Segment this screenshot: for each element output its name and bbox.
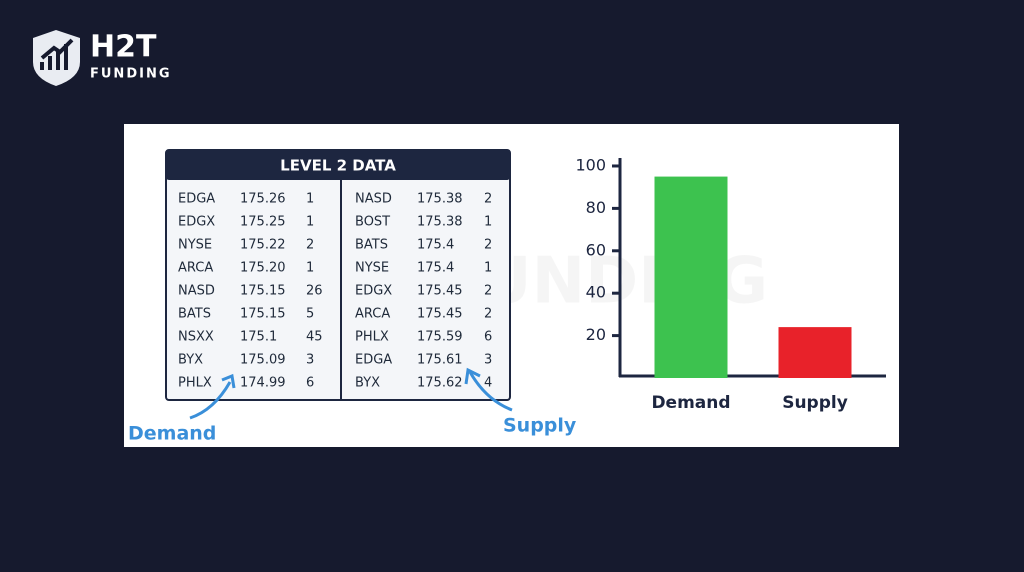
- table-cell: EDGX: [355, 284, 392, 299]
- table-cell: 26: [306, 284, 323, 299]
- table-cell: ARCA: [355, 307, 390, 322]
- table-cell: 175.38: [417, 215, 463, 230]
- table-cell: 1: [306, 215, 314, 230]
- table-cell: PHLX: [355, 330, 389, 345]
- table-cell: 175.09: [240, 353, 286, 368]
- y-tick-label: 40: [586, 283, 606, 302]
- demand-label: Demand: [128, 423, 216, 445]
- table-cell: EDGX: [178, 215, 215, 230]
- table-cell: 175.15: [240, 307, 286, 322]
- table-cell: 5: [306, 307, 314, 322]
- table-cell: 6: [306, 376, 314, 391]
- table-cell: 175.1: [240, 330, 277, 345]
- table-cell: ARCA: [178, 261, 213, 276]
- table-cell: BYX: [355, 376, 380, 391]
- y-tick-label: 20: [586, 325, 606, 344]
- table-header: [166, 150, 510, 180]
- logo: H2T FUNDING: [33, 30, 172, 86]
- supply-arrow: [468, 371, 513, 412]
- table-cell: 2: [484, 307, 492, 322]
- demand-arrowhead: [221, 373, 236, 389]
- table-cell: 2: [306, 238, 314, 253]
- bar: [654, 176, 728, 378]
- demand-arrow: [189, 381, 232, 420]
- logo-tagline: FUNDING: [90, 67, 172, 82]
- table-cell: 45: [306, 330, 323, 345]
- table-cell: NSXX: [178, 330, 214, 345]
- logo-name: H2T: [90, 30, 157, 65]
- x-tick-label: Demand: [651, 393, 730, 413]
- table-cell: NASD: [178, 284, 215, 299]
- table-cell: 175.61: [417, 353, 463, 368]
- table-cell: 175.62: [417, 376, 463, 391]
- table-title: LEVEL 2 DATA: [280, 157, 396, 175]
- x-tick-label: Supply: [782, 393, 848, 413]
- y-tick-label: 60: [586, 240, 606, 259]
- logo-icon: [40, 38, 74, 70]
- table-cell: 1: [484, 261, 492, 276]
- table-cell: 175.4: [417, 261, 454, 276]
- table-cell: 3: [306, 353, 314, 368]
- table-cell: 6: [484, 330, 492, 345]
- table-cell: 2: [484, 238, 492, 253]
- y-tick-label: 100: [575, 155, 606, 174]
- table-cell: 175.25: [240, 215, 286, 230]
- table-cell: 175.26: [240, 192, 286, 207]
- bar: [778, 327, 852, 378]
- table-cell: 174.99: [240, 376, 286, 391]
- table-cell: PHLX: [178, 376, 212, 391]
- supply-arrowhead: [464, 367, 481, 385]
- table-cell: 3: [484, 353, 492, 368]
- table-rows: EDGA 175.26 1 EDGX 175.25 1 NYSE 175.22 2 ARCA 175…: [178, 192, 492, 391]
- table-cell: 175.4: [417, 238, 454, 253]
- table-cell: 175.22: [240, 238, 286, 253]
- table-cell: 1: [306, 261, 314, 276]
- table-cell: NASD: [355, 192, 392, 207]
- table-cell: EDGA: [355, 353, 392, 368]
- table-cell: NYSE: [178, 238, 212, 253]
- table-cell: 2: [484, 192, 492, 207]
- y-tick-label: 80: [586, 198, 606, 217]
- table-cell: 175.59: [417, 330, 463, 345]
- table-cell: 1: [484, 215, 492, 230]
- table-cell: BYX: [178, 353, 203, 368]
- table-cell: BOST: [355, 215, 390, 230]
- chart: 20 40 60 80 100 Demand Supply: [575, 155, 852, 413]
- table-cell: 175.38: [417, 192, 463, 207]
- table-cell: BATS: [178, 307, 211, 322]
- table-cell: 2: [484, 284, 492, 299]
- table-cell: 1: [306, 192, 314, 207]
- supply-label: Supply: [503, 415, 577, 437]
- table-cell: BATS: [355, 238, 388, 253]
- table-cell: 175.45: [417, 307, 463, 322]
- table-cell: 175.45: [417, 284, 463, 299]
- table-cell: 175.15: [240, 284, 286, 299]
- table-cell: 175.20: [240, 261, 286, 276]
- table-cell: NYSE: [355, 261, 389, 276]
- table-cell: EDGA: [178, 192, 215, 207]
- table-cell: 4: [484, 376, 492, 391]
